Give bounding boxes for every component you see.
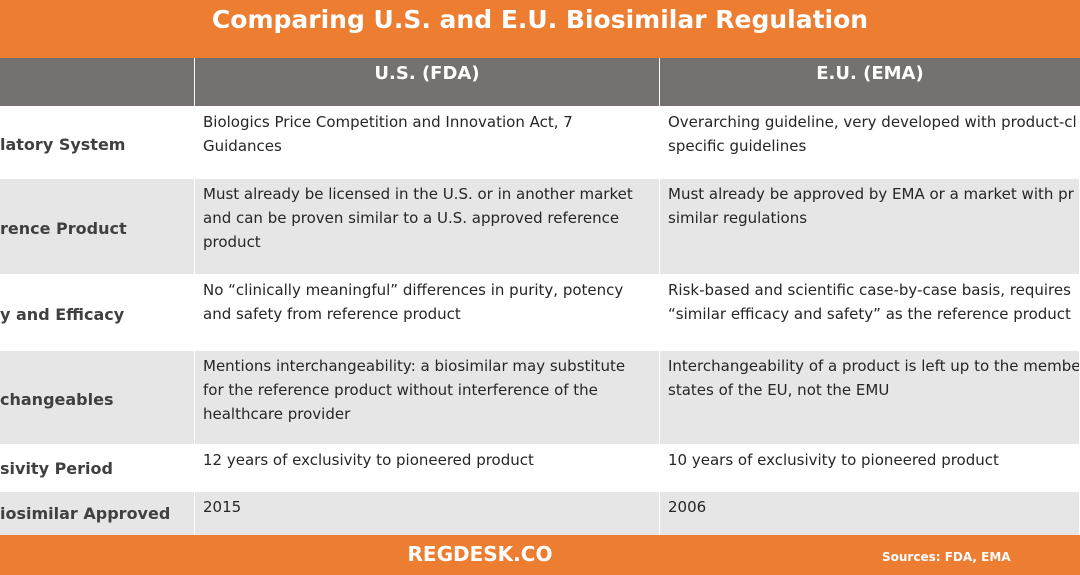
title: Comparing U.S. and E.U. Biosimilar Regul… <box>0 0 1080 58</box>
cell-line: specific guidelines <box>668 137 807 155</box>
cell: Must already be approved by EMA or a mar… <box>660 178 1080 274</box>
cell: 12 years of exclusivity to pioneered pro… <box>195 444 660 491</box>
cell-line: and safety from reference product <box>203 305 461 323</box>
cell: Must already be licensed in the U.S. or … <box>195 178 660 274</box>
header-corner <box>0 58 195 106</box>
brand: REGDESK.CO <box>407 542 553 566</box>
cell: Risk-based and scientific case-by-case b… <box>660 274 1080 350</box>
cell: No “clinically meaningful” differences i… <box>195 274 660 350</box>
row-label-text: latory System <box>0 135 126 154</box>
cell-line: states of the EU, not the EMU <box>668 381 890 399</box>
cell: 10 years of exclusivity to pioneered pro… <box>660 444 1080 491</box>
row-label-text: sivity Period <box>0 458 113 478</box>
cell-line: “similar efficacy and safety” as the ref… <box>668 305 1071 323</box>
cell-line: Mentions interchangeability: a biosimila… <box>203 357 626 375</box>
cell-line: Biologics Price Competition and Innovati… <box>203 113 573 131</box>
cell-line: for the reference product without interf… <box>203 381 598 399</box>
cell-line: Interchangeability of a product is left … <box>668 357 1080 375</box>
cell-line: Overarching guideline, very developed wi… <box>668 113 1077 131</box>
cell-line: and can be proven similar to a U.S. appr… <box>203 209 620 227</box>
cell-line: healthcare provider <box>203 405 351 423</box>
cell-line: Risk-based and scientific case-by-case b… <box>668 281 1071 299</box>
row-label-text: rence Product <box>0 219 127 238</box>
row-label: latory System <box>0 106 195 178</box>
row-label: changeables <box>0 350 195 444</box>
cell-line: 12 years of exclusivity to pioneered pro… <box>203 451 534 469</box>
cell-line: 10 years of exclusivity to pioneered pro… <box>668 451 999 469</box>
row-label: rence Product <box>0 178 195 274</box>
row-label-text: y and Efficacy <box>0 305 125 324</box>
sources: Sources: FDA, EMA <box>882 550 1011 564</box>
cell: 2006 <box>660 491 1080 535</box>
column-header: U.S. (FDA) <box>195 58 660 106</box>
cell: Overarching guideline, very developed wi… <box>660 106 1080 178</box>
row-label-text: iosimilar Approved <box>0 504 171 523</box>
cell-line: 2015 <box>203 498 242 516</box>
cell: Biologics Price Competition and Innovati… <box>195 106 660 178</box>
cell-line: product <box>203 233 261 251</box>
cell-line: No “clinically meaningful” differences i… <box>203 281 624 299</box>
row-label: sivity Period <box>0 444 195 491</box>
cell-line: similar regulations <box>668 209 808 227</box>
cell-line: Guidances <box>203 137 282 155</box>
cell-line: Must already be licensed in the U.S. or … <box>203 185 633 203</box>
footer: REGDESK.CO Sources: FDA, EMA <box>0 535 1080 575</box>
cell-line: Must already be approved by EMA or a mar… <box>668 185 1074 203</box>
row-label: y and Efficacy <box>0 274 195 350</box>
row-label-text: changeables <box>0 390 114 409</box>
column-header: E.U. (EMA) <box>660 58 1080 106</box>
cell: Mentions interchangeability: a biosimila… <box>195 350 660 444</box>
cell: 2015 <box>195 491 660 535</box>
row-label: iosimilar Approved <box>0 491 195 535</box>
cell: Interchangeability of a product is left … <box>660 350 1080 444</box>
cell-line: 2006 <box>668 498 707 516</box>
